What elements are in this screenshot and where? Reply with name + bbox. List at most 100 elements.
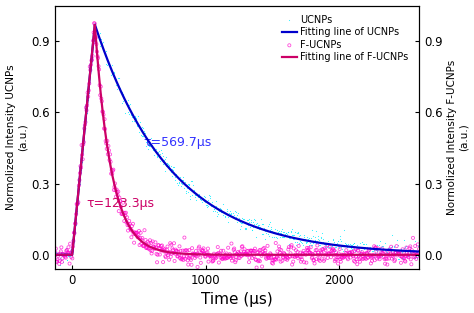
UCNPs xyxy=(317,234,325,239)
F-UCNPs xyxy=(113,187,120,192)
UCNPs xyxy=(151,148,158,153)
F-UCNPs xyxy=(210,251,218,256)
F-UCNPs xyxy=(395,251,403,256)
UCNPs xyxy=(78,160,85,165)
F-UCNPs xyxy=(93,49,100,54)
F-UCNPs xyxy=(241,247,248,252)
F-UCNPs xyxy=(169,248,177,253)
F-UCNPs xyxy=(249,250,256,255)
F-UCNPs xyxy=(302,252,310,257)
UCNPs xyxy=(400,238,408,243)
F-UCNPs xyxy=(326,251,333,256)
UCNPs xyxy=(252,234,259,239)
UCNPs xyxy=(205,193,213,198)
F-UCNPs xyxy=(197,255,204,260)
UCNPs xyxy=(310,239,318,244)
UCNPs xyxy=(283,234,291,239)
UCNPs xyxy=(116,86,123,91)
F-UCNPs xyxy=(286,254,294,259)
UCNPs xyxy=(132,115,139,121)
UCNPs xyxy=(62,250,69,255)
F-UCNPs xyxy=(128,223,136,228)
F-UCNPs xyxy=(135,233,142,238)
F-UCNPs xyxy=(145,241,153,246)
UCNPs xyxy=(141,130,149,135)
F-UCNPs xyxy=(378,246,386,251)
F-UCNPs xyxy=(123,215,131,220)
F-UCNPs xyxy=(220,256,228,261)
F-UCNPs xyxy=(204,250,211,255)
F-UCNPs xyxy=(379,251,387,256)
F-UCNPs xyxy=(145,246,152,251)
F-UCNPs xyxy=(370,254,377,259)
F-UCNPs xyxy=(270,258,277,263)
F-UCNPs xyxy=(229,255,237,260)
UCNPs xyxy=(134,124,141,129)
F-UCNPs xyxy=(229,254,237,259)
UCNPs xyxy=(153,155,160,160)
UCNPs xyxy=(73,214,80,219)
F-UCNPs xyxy=(412,250,419,255)
UCNPs xyxy=(212,199,220,204)
UCNPs xyxy=(130,118,138,123)
F-UCNPs xyxy=(335,251,342,256)
UCNPs xyxy=(274,230,282,235)
F-UCNPs xyxy=(334,261,342,266)
UCNPs xyxy=(347,245,355,250)
UCNPs xyxy=(171,174,178,179)
UCNPs xyxy=(379,253,386,258)
F-UCNPs xyxy=(138,238,146,243)
UCNPs xyxy=(109,71,117,76)
F-UCNPs xyxy=(414,254,421,259)
UCNPs xyxy=(238,215,246,220)
UCNPs xyxy=(302,239,310,244)
UCNPs xyxy=(163,163,170,168)
F-UCNPs xyxy=(136,243,143,248)
UCNPs xyxy=(123,101,130,106)
UCNPs xyxy=(81,121,88,126)
F-UCNPs xyxy=(407,257,415,262)
F-UCNPs xyxy=(122,210,130,215)
UCNPs xyxy=(402,251,410,256)
Fitting line of UCNPs xyxy=(92,23,98,27)
F-UCNPs xyxy=(410,254,417,259)
F-UCNPs xyxy=(364,255,372,260)
UCNPs xyxy=(283,231,291,236)
UCNPs xyxy=(324,239,331,244)
F-UCNPs xyxy=(401,258,409,263)
F-UCNPs xyxy=(285,245,292,250)
UCNPs xyxy=(354,246,362,251)
F-UCNPs xyxy=(62,254,69,259)
F-UCNPs xyxy=(397,253,404,258)
F-UCNPs xyxy=(245,260,253,265)
UCNPs xyxy=(58,254,66,259)
F-UCNPs xyxy=(340,255,347,260)
F-UCNPs xyxy=(198,250,205,255)
UCNPs xyxy=(197,197,205,202)
UCNPs xyxy=(177,183,185,188)
F-UCNPs xyxy=(359,254,367,259)
F-UCNPs xyxy=(317,250,325,255)
UCNPs xyxy=(381,250,388,255)
Line: Fitting line of F-UCNPs: Fitting line of F-UCNPs xyxy=(55,25,419,255)
F-UCNPs xyxy=(363,251,371,256)
UCNPs xyxy=(334,239,342,244)
UCNPs xyxy=(124,110,132,115)
F-UCNPs xyxy=(83,108,91,113)
UCNPs xyxy=(309,240,317,245)
F-UCNPs xyxy=(64,245,72,250)
F-UCNPs xyxy=(205,252,213,257)
UCNPs xyxy=(343,243,351,248)
F-UCNPs xyxy=(255,258,263,263)
UCNPs xyxy=(147,141,155,146)
F-UCNPs xyxy=(372,245,379,250)
F-UCNPs xyxy=(194,252,202,257)
F-UCNPs xyxy=(88,58,95,63)
UCNPs xyxy=(77,167,85,172)
F-UCNPs xyxy=(383,262,391,267)
F-UCNPs xyxy=(315,250,322,255)
F-UCNPs xyxy=(75,183,82,188)
F-UCNPs xyxy=(295,244,302,249)
F-UCNPs xyxy=(101,126,109,131)
UCNPs xyxy=(216,208,223,213)
